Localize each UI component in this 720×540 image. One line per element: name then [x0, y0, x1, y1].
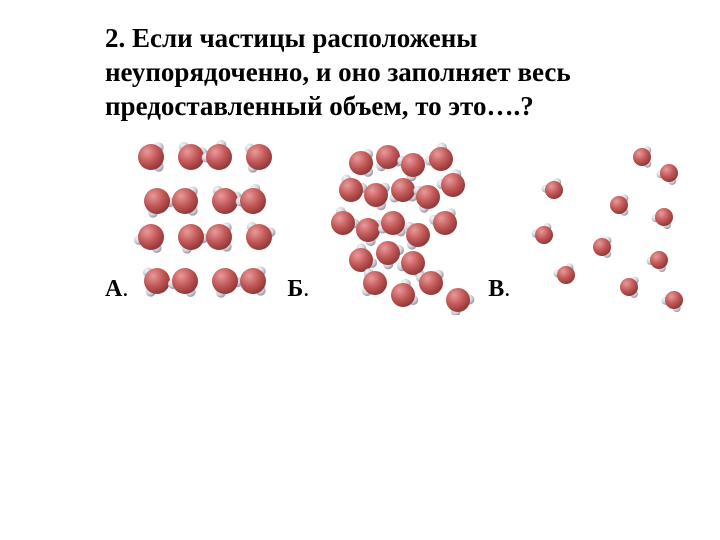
options-row: А. Б. В. [105, 135, 680, 315]
option-c-label: В. [488, 276, 510, 303]
panel-a-solid [132, 135, 287, 315]
option-a-label: А. [105, 276, 128, 303]
option-b-label: Б. [287, 276, 309, 303]
panel-c-gas [514, 135, 689, 315]
panel-b-liquid [313, 135, 488, 315]
option-c: В. [488, 135, 689, 315]
question-text: 2. Если частицы расположены неупорядочен… [105, 22, 680, 123]
option-b: Б. [287, 135, 488, 315]
option-a: А. [105, 135, 287, 315]
